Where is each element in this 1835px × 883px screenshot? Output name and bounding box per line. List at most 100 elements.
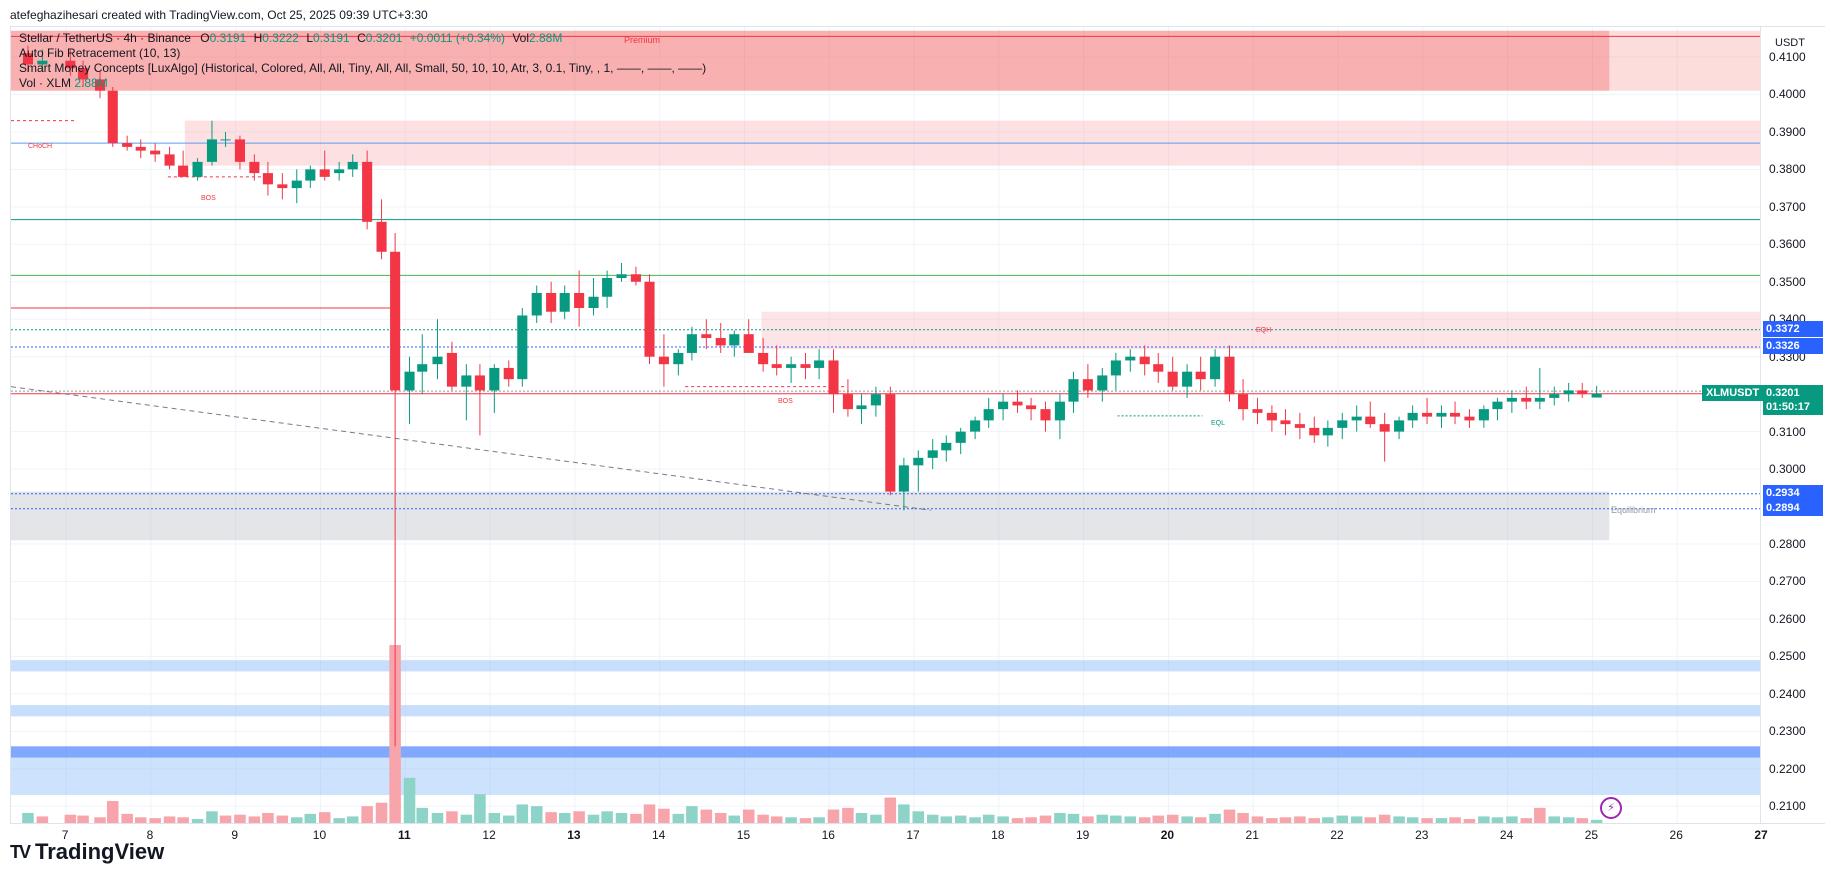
volume-bar: [1067, 813, 1080, 823]
volume-bar: [728, 815, 741, 823]
legend-volume-label: Vol · XLM: [19, 76, 72, 90]
volume-bar: [446, 811, 458, 823]
legend-close-label: C: [357, 31, 366, 45]
candle-body: [1153, 364, 1164, 372]
volume-bar: [842, 807, 854, 823]
volume-bar: [954, 815, 967, 823]
candle-body: [503, 367, 514, 380]
candle-body: [1110, 360, 1121, 376]
price-tick-label: 0.2600: [1769, 611, 1806, 626]
volume-bar: [1435, 818, 1448, 823]
candle-body: [955, 431, 966, 443]
candle-body: [927, 450, 938, 458]
time-axis[interactable]: 7 8 9 10 11 12 13 14 15 16 17 18 19 20 21 22 23 24 25 26 27: [10, 824, 1768, 846]
candle-body: [602, 278, 613, 297]
candle-body: [758, 352, 769, 365]
candle-body: [701, 334, 712, 338]
candle-body: [432, 356, 443, 365]
volume-bar: [1039, 815, 1052, 823]
candle-body: [1506, 397, 1517, 402]
candle-body: [376, 221, 387, 252]
volume-bar: [1266, 818, 1278, 823]
volume-bar: [1308, 818, 1321, 823]
candle-body: [1407, 412, 1418, 421]
time-tick-label: 25: [1584, 828, 1599, 842]
price-tag: 0.2894: [1763, 499, 1823, 516]
price-tick-label: 0.2800: [1769, 537, 1806, 551]
time-tick-label: 14: [651, 828, 666, 842]
lightning-icon[interactable]: ⚡: [1600, 797, 1622, 819]
volume-bar: [1548, 816, 1561, 823]
time-tick-label: 20: [1160, 828, 1175, 842]
volume-bar: [686, 806, 698, 823]
candle-body: [1238, 394, 1249, 410]
volume-bar: [1237, 813, 1249, 823]
volume-bar: [658, 808, 670, 823]
price-tag: 01:50:17: [1763, 399, 1823, 416]
volume-bar: [460, 814, 473, 823]
candle-body: [743, 334, 754, 353]
volume-bar: [813, 817, 825, 823]
volume-bar: [149, 818, 161, 823]
candle-body: [135, 146, 146, 151]
candle-body: [417, 364, 428, 372]
legend-volume-indicator[interactable]: Vol · XLM 2.88M: [19, 76, 108, 90]
candle-body: [334, 169, 345, 174]
candle-body: [65, 60, 76, 69]
price-tag: 0.3201: [1763, 384, 1823, 401]
candle-body: [1534, 397, 1545, 402]
time-tick-label: 15: [736, 828, 751, 842]
volume-bar: [191, 819, 204, 823]
price-tick-label: 0.3000: [1769, 462, 1806, 477]
candle-body: [786, 364, 797, 368]
time-tick-label: 24: [1499, 828, 1514, 842]
volume-bar: [416, 807, 429, 823]
candle-body: [673, 352, 684, 365]
credit-text: atefeghazihesari created with TradingVie…: [10, 8, 428, 22]
volume-bar: [177, 817, 189, 823]
time-tick-label: 8: [146, 828, 154, 842]
volume-bar: [1110, 815, 1122, 823]
candle-body: [546, 293, 557, 312]
volume-bar: [106, 801, 119, 823]
brand[interactable]: TV TradingView: [10, 839, 164, 865]
volume-bar: [1350, 816, 1363, 823]
volume-bar: [1520, 818, 1533, 823]
candle-body: [913, 457, 924, 466]
time-tick-label: 12: [482, 828, 496, 842]
candle-body: [1379, 424, 1390, 432]
candle-body: [644, 281, 655, 357]
candle-body: [1422, 412, 1433, 417]
candle-body: [362, 161, 373, 222]
chart-plot-area[interactable]: Stellar / TetherUS · 4h · Binance O0.319…: [10, 26, 1761, 824]
volume-bar: [573, 811, 585, 823]
price-tick-label: 0.2700: [1769, 574, 1806, 589]
volume-bar: [219, 815, 232, 823]
time-tick-label: 17: [906, 828, 920, 842]
symbol-tag: XLMUSDT: [1702, 384, 1764, 401]
legend-smc-indicator[interactable]: Smart Money Concepts [LuxAlgo] (Historic…: [19, 61, 707, 75]
candle-body: [842, 394, 853, 410]
volume-bar: [1463, 819, 1476, 823]
price-axis[interactable]: USDT 0.4100 0.4000 0.3900 0.3800 0.3700 0.360…: [1761, 26, 1825, 824]
volume-bar: [1124, 816, 1137, 823]
candle-body: [1394, 420, 1405, 432]
volume-bar: [1181, 816, 1193, 823]
legend-change: +0.0011 (+0.34%): [409, 31, 505, 45]
legend-fib-indicator[interactable]: Auto Fib Retracement (10, 13): [19, 46, 181, 60]
smc-zone: [11, 746, 1760, 796]
candle-body: [489, 367, 500, 391]
price-tag: 0.3372: [1763, 320, 1823, 337]
currency-label: USDT: [1775, 37, 1805, 49]
candlestick-chart[interactable]: [11, 27, 1761, 824]
candle-body: [461, 375, 472, 387]
volume-bar: [799, 818, 812, 823]
volume-bar: [64, 814, 77, 823]
volume-bar: [615, 813, 628, 823]
candle-body: [1139, 356, 1150, 365]
candle-body: [1252, 409, 1263, 413]
volume-bar: [318, 812, 331, 823]
time-tick-label: 13: [567, 828, 581, 842]
candle-body: [1167, 371, 1178, 387]
candle-body: [771, 364, 782, 368]
